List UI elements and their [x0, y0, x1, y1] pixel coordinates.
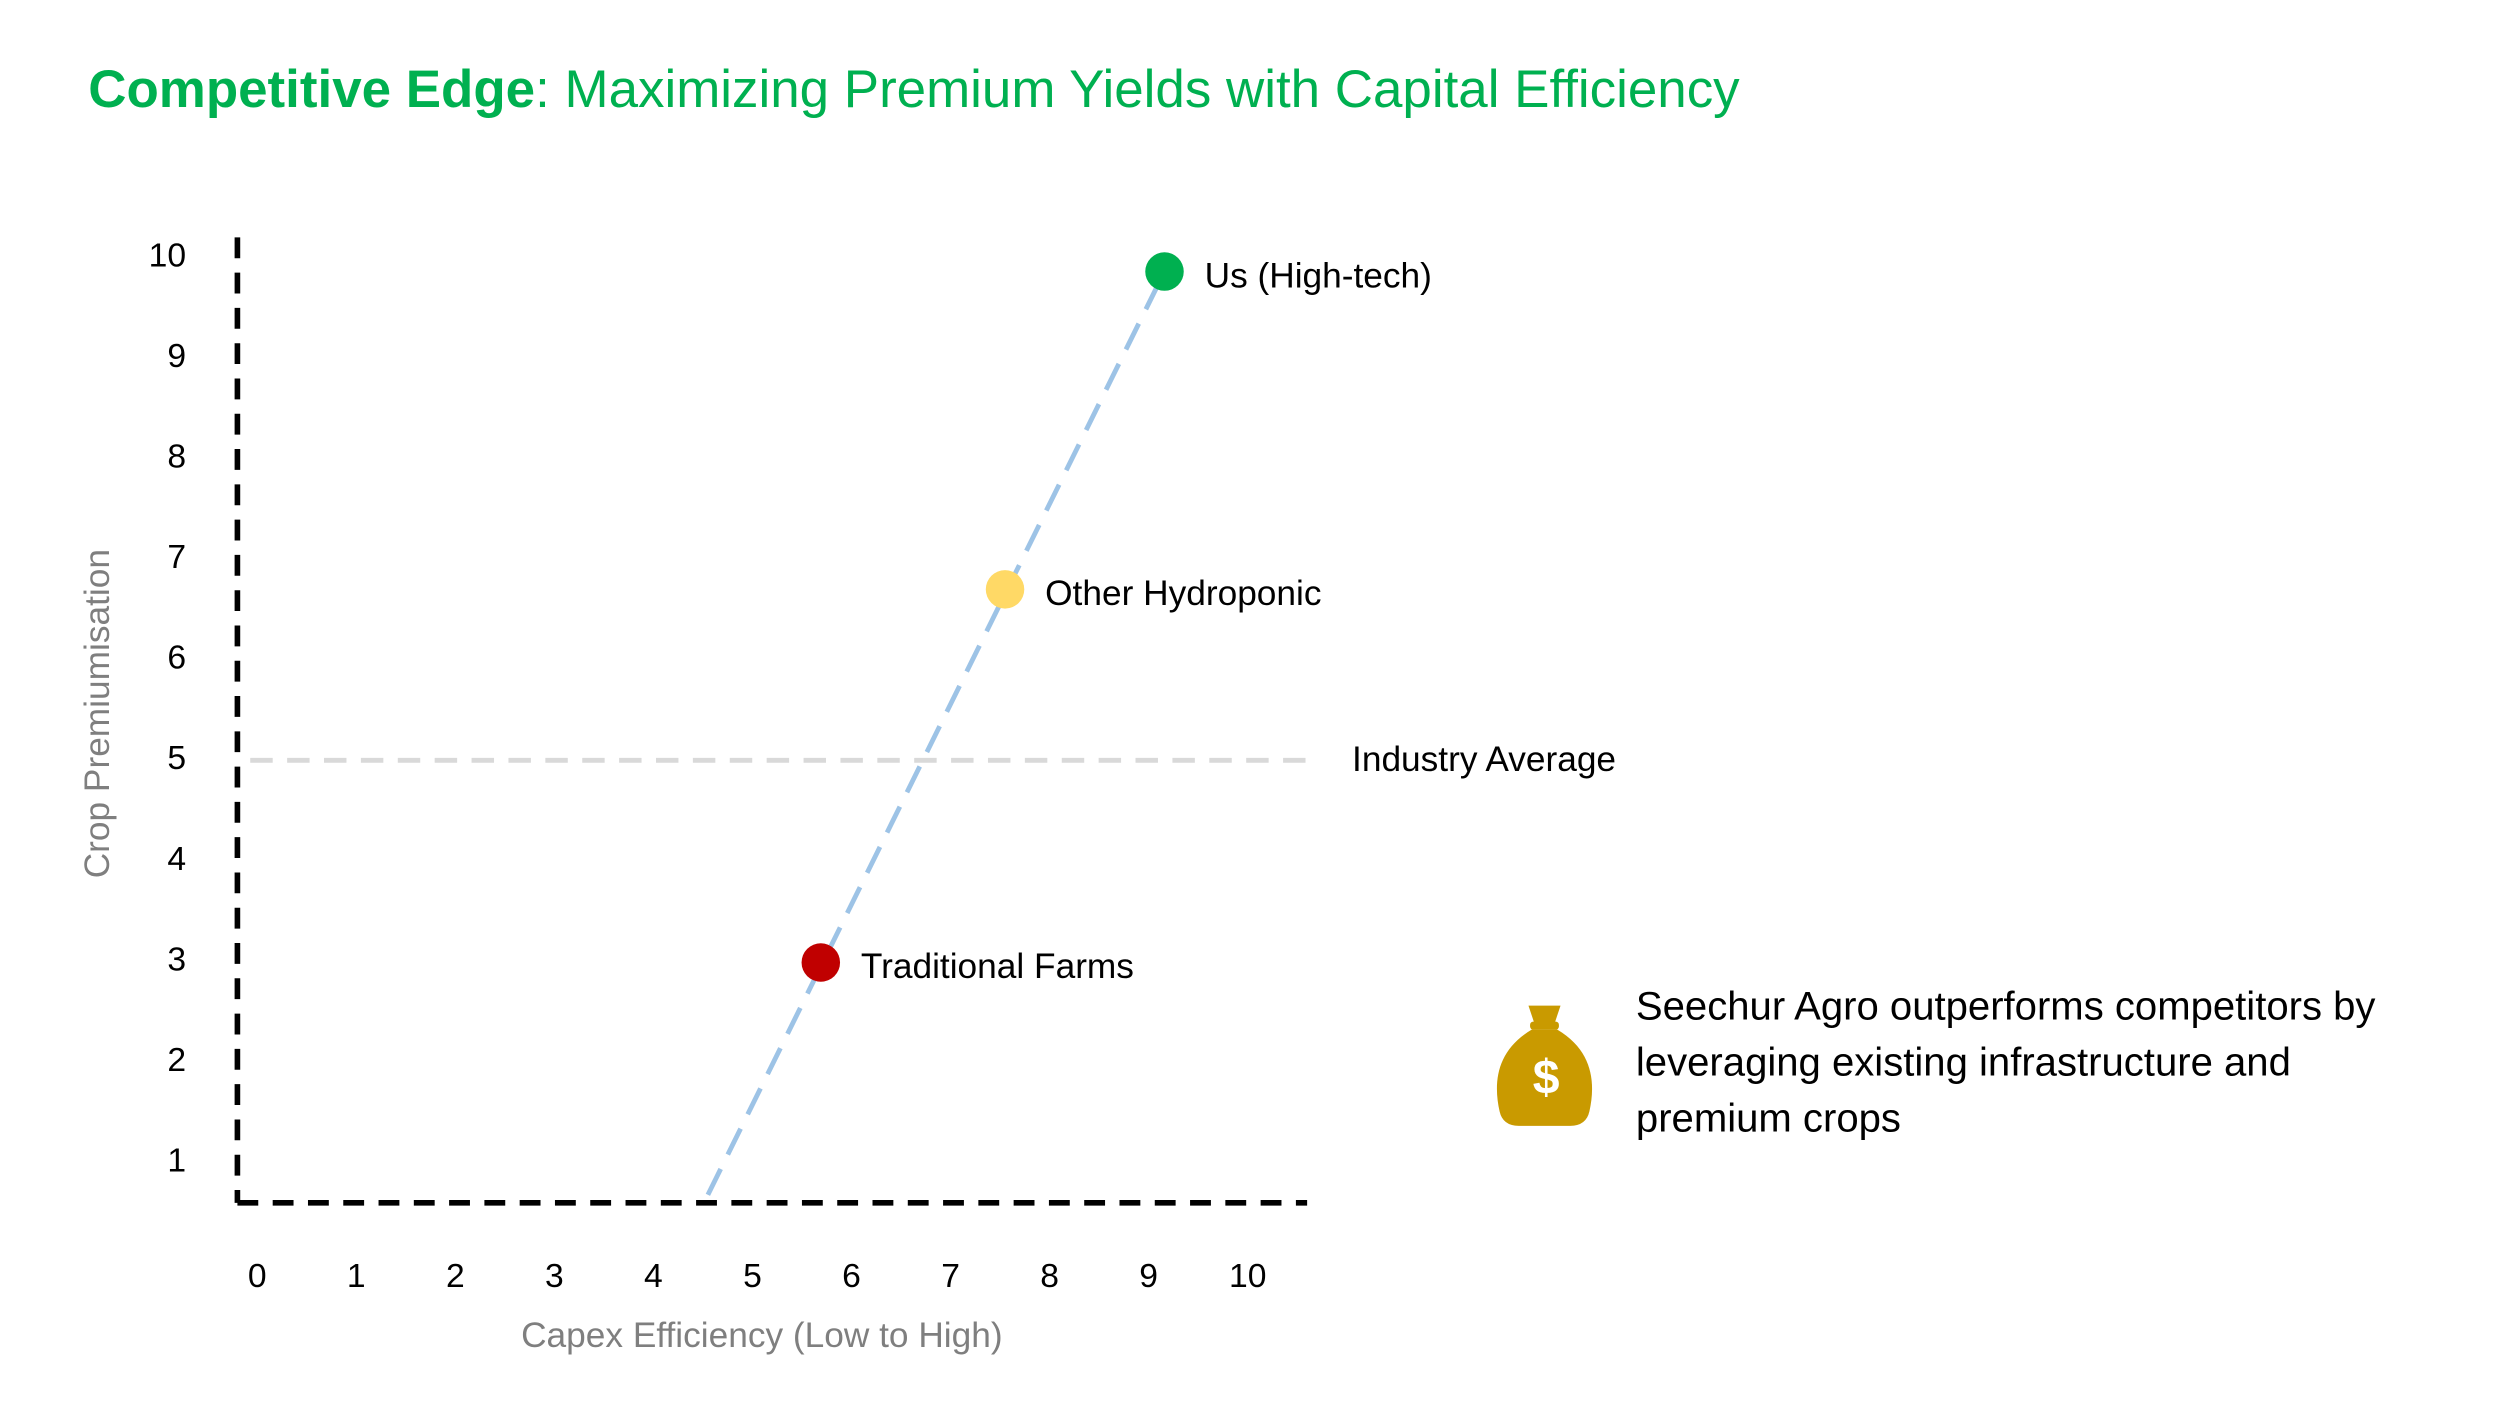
x-tick-label: 7	[941, 1258, 960, 1295]
x-tick-label: 5	[743, 1258, 762, 1295]
note-line: leveraging existing infrastructure and	[1636, 1041, 2291, 1085]
point-label: Traditional Farms	[861, 947, 1134, 986]
x-tick-label: 9	[1139, 1258, 1158, 1295]
slide-title: Competitive Edge: Maximizing Premium Yie…	[88, 60, 1740, 119]
x-axis-label: Capex Efficiency (Low to High)	[521, 1316, 1003, 1355]
y-tick-label: 3	[167, 941, 186, 978]
title-rest: : Maximizing Premium Yields with Capital…	[535, 60, 1740, 119]
data-point	[985, 570, 1025, 609]
reference-label: Industry Average	[1352, 740, 1616, 779]
money-bag-icon: $	[1496, 1005, 1593, 1126]
y-tick-label: 8	[167, 439, 186, 476]
y-tick-label: 10	[149, 237, 186, 274]
note-line: premium crops	[1636, 1097, 1901, 1141]
trend-line	[705, 270, 1167, 1196]
point-label: Us (High-tech)	[1205, 256, 1432, 295]
point-label: Other Hydroponic	[1045, 574, 1321, 613]
y-tick-label: 7	[167, 539, 186, 576]
note-line: Seechur Agro outperforms competitors by	[1636, 984, 2376, 1028]
x-tick-label: 8	[1040, 1258, 1059, 1295]
x-tick-label: 2	[446, 1258, 465, 1295]
y-tick-label: 5	[167, 740, 186, 777]
y-tick-label: 6	[167, 640, 186, 677]
y-tick-label: 2	[167, 1042, 186, 1079]
y-tick-label: 9	[167, 338, 186, 375]
x-tick-label: 4	[644, 1258, 663, 1295]
x-tick-label: 3	[545, 1258, 564, 1295]
y-axis-label: Crop Premiumisation	[78, 549, 117, 878]
data-point	[1145, 252, 1184, 291]
svg-text:$: $	[1533, 1051, 1560, 1105]
data-point	[801, 943, 841, 982]
y-tick-label: 1	[167, 1143, 186, 1180]
x-tick-label: 1	[347, 1258, 366, 1295]
title-bold: Competitive Edge	[88, 60, 535, 119]
x-tick-label: 10	[1229, 1258, 1266, 1295]
x-tick-label: 6	[842, 1258, 861, 1295]
x-tick-label: 0	[248, 1258, 267, 1295]
y-tick-label: 4	[167, 841, 186, 878]
